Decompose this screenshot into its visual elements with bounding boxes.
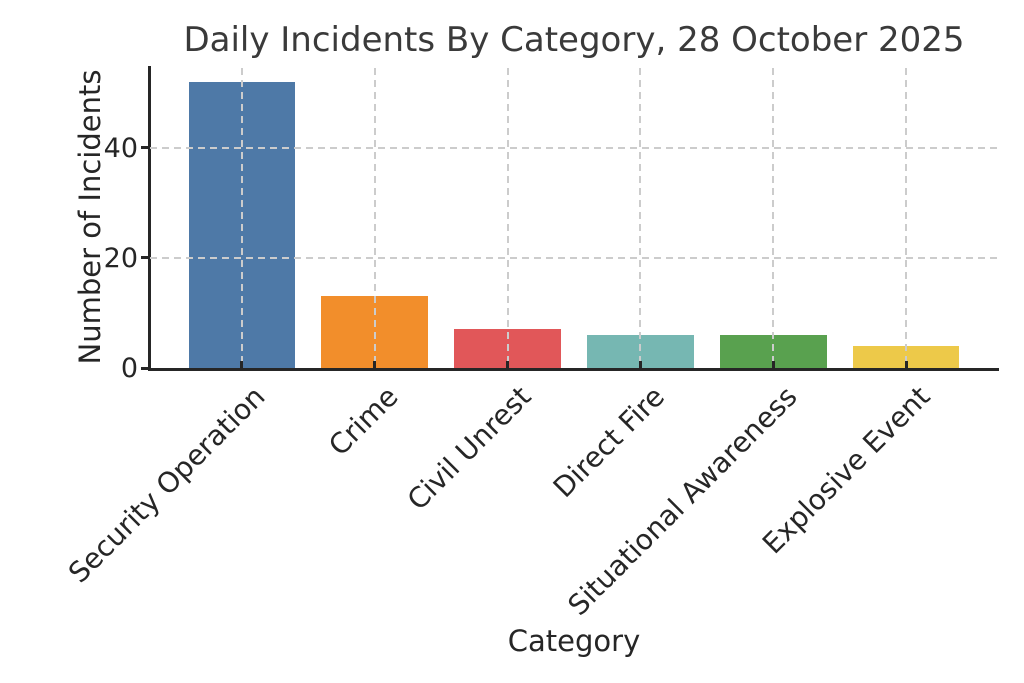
x-tick-explosive-event: [904, 361, 908, 368]
x-tick-label-direct-fire: Direct Fire: [546, 379, 671, 505]
gridline-y-40: [150, 146, 998, 149]
gridline-x-explosive-event: [905, 68, 908, 368]
x-tick-label-security-operation: Security Operation: [62, 379, 272, 590]
y-tick-40: [141, 146, 149, 150]
y-axis-label: Number of Incidents: [73, 69, 107, 365]
y-tick-0: [141, 366, 149, 370]
x-tick-situational-awareness: [771, 361, 775, 368]
x-tick-label-civil-unrest: Civil Unrest: [401, 379, 538, 517]
y-axis-spine: [148, 66, 151, 369]
x-tick-label-situational-awareness: Situational Awareness: [561, 379, 804, 622]
y-tick-label-0: 0: [120, 353, 138, 384]
x-tick-civil-unrest: [506, 361, 510, 368]
gridline-x-security-operation: [240, 68, 243, 368]
gridline-x-situational-awareness: [772, 68, 775, 368]
x-tick-label-crime: Crime: [322, 379, 405, 463]
y-tick-label-20: 20: [103, 242, 138, 274]
gridline-x-civil-unrest: [506, 68, 509, 368]
x-tick-security-operation: [240, 361, 244, 368]
y-tick-label-40: 40: [103, 132, 138, 164]
gridline-x-direct-fire: [639, 68, 642, 368]
x-tick-crime: [373, 361, 377, 368]
x-axis-spine: [148, 368, 999, 371]
x-tick-direct-fire: [638, 361, 642, 368]
x-axis-label: Category: [507, 624, 641, 658]
chart-title: Daily Incidents By Category, 28 October …: [183, 20, 965, 60]
gridline-x-crime: [373, 68, 376, 368]
y-tick-20: [141, 256, 149, 260]
gridline-y-20: [150, 256, 998, 259]
